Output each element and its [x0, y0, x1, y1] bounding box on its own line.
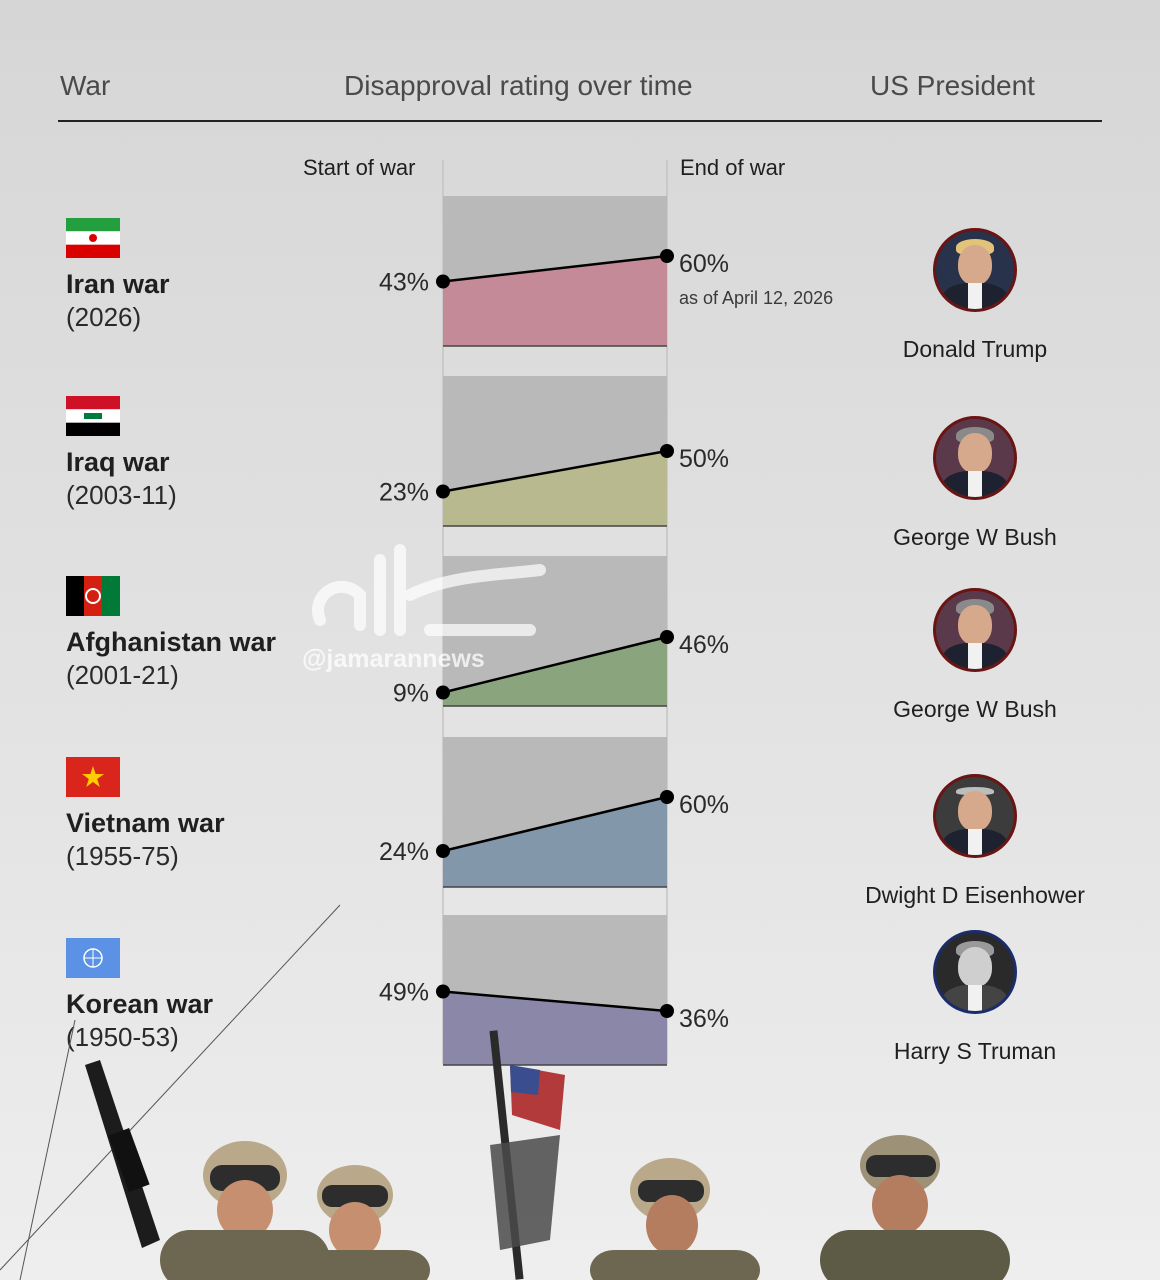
- president-trump: Donald Trump: [845, 228, 1105, 363]
- disapproval-line: [442, 449, 668, 493]
- eisenhower-portrait-avatar: [933, 774, 1017, 858]
- start-point: [436, 484, 450, 499]
- war-row-vietnam: Vietnam war (1955-75): [66, 757, 356, 873]
- soldier-figure-4: [820, 1135, 1010, 1280]
- start-value-label: 24%: [379, 838, 429, 866]
- war-years: (2001-21): [66, 660, 179, 690]
- start-point: [436, 844, 450, 858]
- start-value-label: 43%: [379, 269, 429, 297]
- president-eisenhower: Dwight D Eisenhower: [845, 774, 1105, 909]
- afghanistan-flag-icon: [66, 576, 120, 616]
- watermark-handle: @jamarannews: [302, 645, 485, 673]
- soldiers-photo: [0, 904, 1010, 1280]
- president-name: George W Bush: [893, 524, 1057, 550]
- start-value-label: 49%: [379, 979, 429, 1007]
- header-disapproval-rating: Disapproval rating over time: [344, 70, 693, 101]
- war-years: (1950-53): [66, 1022, 179, 1052]
- header-us-president: US President: [870, 70, 1035, 101]
- end-value-label: 60%: [679, 250, 729, 278]
- disapproval-area: [443, 451, 667, 526]
- disapproval-area: [443, 637, 667, 706]
- disapproval-area: [443, 797, 667, 887]
- end-point: [660, 630, 674, 644]
- trump-portrait-avatar: [933, 228, 1017, 312]
- president-name: Donald Trump: [902, 336, 1048, 362]
- president-bush-afghanistan: George W Bush: [845, 588, 1105, 723]
- war-years: (1955-75): [66, 841, 179, 871]
- soldier-figure-3: [590, 1158, 760, 1280]
- start-value-label: 9%: [393, 680, 429, 708]
- bush-portrait-avatar: [933, 588, 1017, 672]
- war-years: (2026): [66, 302, 142, 332]
- end-point: [660, 249, 674, 263]
- war-row-afghanistan: Afghanistan war (2001-21): [66, 576, 356, 692]
- header-war: War: [60, 70, 111, 101]
- start-point: [436, 274, 450, 289]
- bush-portrait-avatar: [933, 416, 1017, 500]
- end-of-war-label: End of war: [680, 155, 786, 180]
- disapproval-line: [442, 990, 668, 1013]
- start-value-label: 23%: [379, 479, 429, 507]
- iran-flag-icon: [66, 218, 120, 258]
- president-truman: Harry S Truman: [845, 930, 1105, 1065]
- end-value-label: 60%: [679, 791, 729, 819]
- flag-pole-icon: [489, 1030, 565, 1280]
- war-row-iraq: Iraq war (2003-11): [66, 396, 356, 512]
- disapproval-area: [443, 256, 667, 346]
- watermark-logo-icon: [312, 544, 546, 636]
- header-divider: [58, 120, 1102, 122]
- president-name: George W Bush: [893, 696, 1057, 722]
- iraq-flag-icon: [66, 396, 120, 436]
- end-value-label: 50%: [679, 445, 729, 473]
- soldier-figure-1: [160, 1141, 330, 1280]
- war-name: Korean war: [66, 989, 214, 1019]
- disapproval-chart: 43% 60% as of April 12, 2026 23% 50% 9% 46% 24%…: [379, 160, 833, 1066]
- soldier-figure-2: [290, 1165, 430, 1280]
- war-years: (2003-11): [66, 480, 177, 510]
- rifle-icon: [85, 1060, 160, 1248]
- end-value-note: as of April 12, 2026: [679, 288, 833, 308]
- president-bush-iraq: George W Bush: [845, 416, 1105, 551]
- disapproval-line: [442, 254, 668, 283]
- end-value-label: 36%: [679, 1005, 729, 1033]
- end-point: [660, 1004, 674, 1018]
- end-point: [660, 444, 674, 458]
- war-name: Iraq war: [66, 447, 170, 477]
- disapproval-line: [442, 795, 668, 853]
- start-point: [436, 685, 450, 700]
- start-of-war-label: Start of war: [303, 155, 416, 180]
- president-name: Harry S Truman: [893, 1038, 1057, 1064]
- war-name: Afghanistan war: [66, 627, 277, 657]
- end-point: [660, 790, 674, 804]
- war-name: Iran war: [66, 269, 170, 299]
- decorative-line: [0, 904, 341, 1271]
- decorative-line: [19, 1019, 76, 1280]
- president-name: Dwight D Eisenhower: [865, 882, 1085, 908]
- truman-portrait-avatar: [933, 930, 1017, 1014]
- war-row-iran: Iran war (2026): [66, 218, 356, 334]
- vietnam-flag-icon: [66, 757, 120, 797]
- end-value-label: 46%: [679, 631, 729, 659]
- start-point: [436, 984, 450, 999]
- war-row-korean: Korean war (1950-53): [66, 938, 356, 1054]
- un-flag-icon: [66, 938, 120, 978]
- war-name: Vietnam war: [66, 808, 225, 838]
- disapproval-line: [442, 635, 668, 694]
